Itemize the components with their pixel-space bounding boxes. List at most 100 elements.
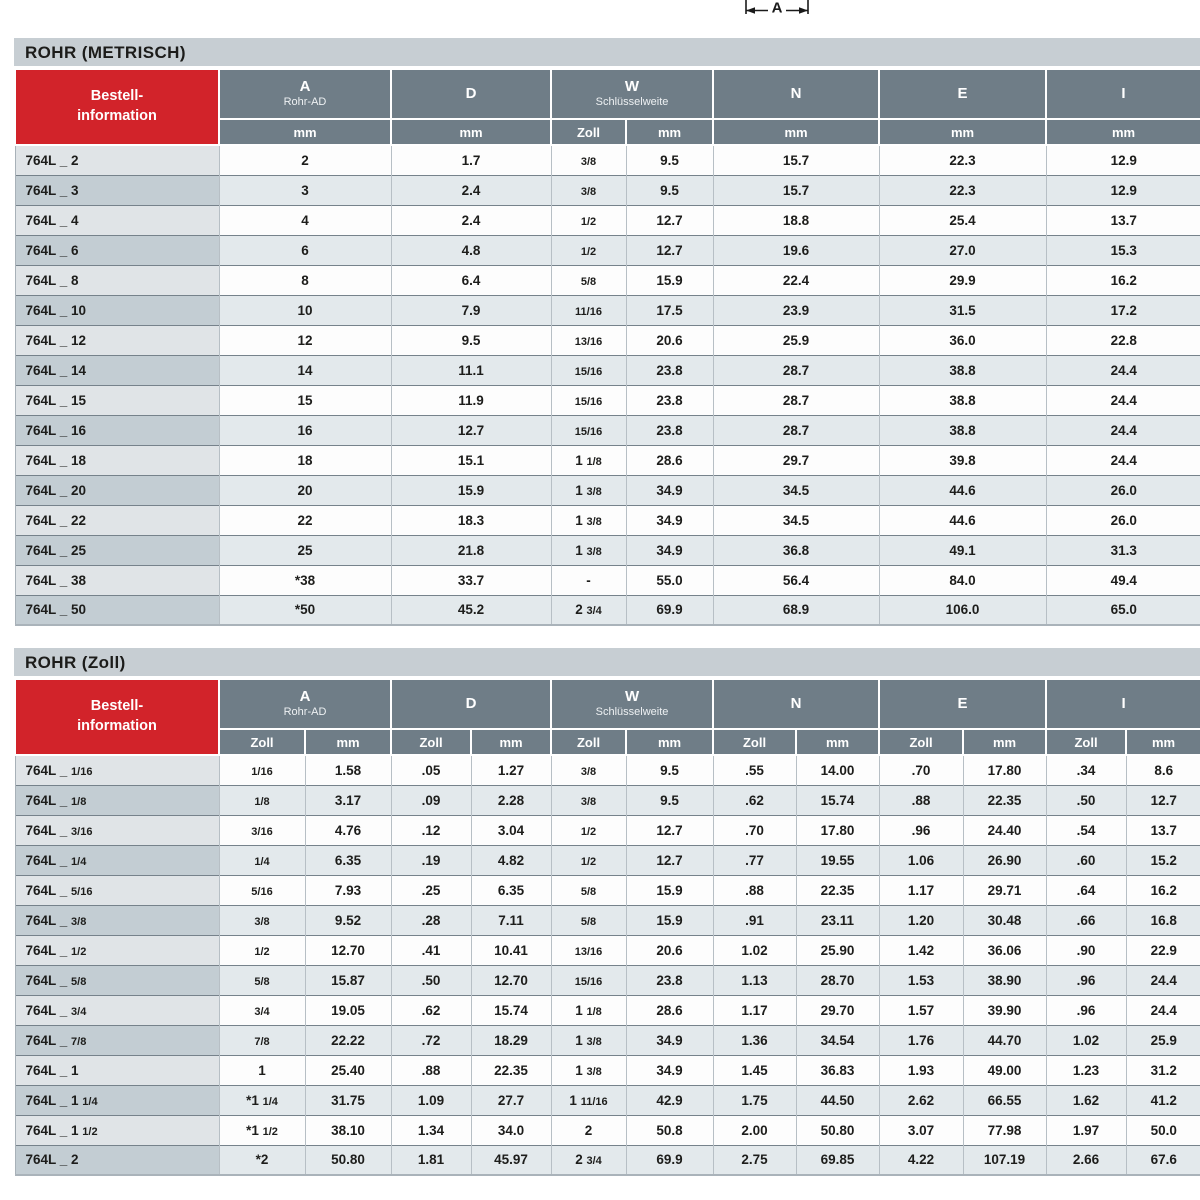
- unit-header-mm: mm: [624, 118, 715, 146]
- data-cell: 22.9: [1125, 934, 1200, 965]
- data-cell: .25: [390, 874, 472, 905]
- data-cell: 23.8: [625, 414, 714, 445]
- data-cell: 1.23: [1045, 1054, 1127, 1085]
- data-cell: 8.6: [1125, 754, 1200, 785]
- data-cell: 1.36: [712, 1024, 797, 1055]
- data-cell: *50: [218, 594, 391, 626]
- data-cell: 31.3: [1045, 534, 1200, 565]
- data-cell: 28.70: [795, 964, 880, 995]
- data-cell: 45.97: [470, 1144, 552, 1176]
- row-label: 764L _ 3/16: [14, 814, 219, 845]
- data-cell: .70: [712, 814, 797, 845]
- data-cell: .50: [390, 964, 472, 995]
- data-cell: .19: [390, 844, 472, 875]
- row-label: 764L _ 2: [14, 144, 219, 175]
- table-row: 764L _ 6 6 4.8 1/2 12.7 19.6 27.0 15.3: [14, 234, 1200, 265]
- data-cell: 24.4: [1045, 384, 1200, 415]
- data-cell: 34.0: [470, 1114, 552, 1145]
- data-cell: 3: [218, 174, 391, 205]
- data-cell: 34.5: [712, 474, 880, 505]
- dimension-arrow-icon: A: [745, 0, 809, 16]
- table-row: 764L _ 18 18 15.1 1 1/8 28.6 29.7 39.8 24.4: [14, 444, 1200, 475]
- data-cell: 6.35: [470, 874, 552, 905]
- data-cell: 50.80: [795, 1114, 880, 1145]
- unit-header-mm: mm: [218, 118, 392, 146]
- row-label: 764L _ 4: [14, 204, 219, 235]
- data-cell: 1.81: [390, 1144, 472, 1176]
- unit-header-mm: mm: [390, 118, 552, 146]
- data-cell: 1.17: [878, 874, 964, 905]
- data-cell: 56.4: [712, 564, 880, 595]
- unit-header-mm: mm: [878, 118, 1048, 146]
- row-label: 764L _ 18: [14, 444, 219, 475]
- row-label: 764L _ 20: [14, 474, 219, 505]
- data-cell: 1.53: [878, 964, 964, 995]
- data-cell: 3/4: [218, 994, 305, 1025]
- data-cell: 44.50: [795, 1084, 880, 1115]
- data-cell: 36.06: [962, 934, 1047, 965]
- row-label: 764L _ 8: [14, 264, 219, 295]
- data-cell: 5/8: [550, 904, 627, 935]
- data-cell: 2.00: [712, 1114, 797, 1145]
- table-row: 764L _ 3/16 3/16 4.76.12 3.04 1/2 12.7.70 17.8…: [14, 814, 1200, 845]
- row-label: 764L _ 1 1/2: [14, 1114, 219, 1145]
- table-row: 764L _ 1 1/2 *1 1/2 38.10 1.34 34.0 2 50.8 2.00…: [14, 1114, 1200, 1145]
- data-cell: 15/16: [550, 354, 626, 385]
- data-cell: 1.34: [390, 1114, 472, 1145]
- table-row: 764L _ 3/8 3/8 9.52.28 7.11 5/8 15.9.91 23.11 1…: [14, 904, 1200, 935]
- data-cell: 23.8: [625, 354, 714, 385]
- column-header-E: E: [878, 68, 1048, 120]
- data-cell: *1 1/4: [218, 1084, 305, 1115]
- data-cell: 1.06: [878, 844, 964, 875]
- data-cell: 14: [218, 354, 391, 385]
- data-cell: 1.76: [878, 1024, 964, 1055]
- data-cell: 15.9: [625, 874, 714, 905]
- data-cell: 9.5: [625, 754, 714, 785]
- data-cell: 18.29: [470, 1024, 552, 1055]
- row-label: 764L _ 22: [14, 504, 219, 535]
- data-cell: 45.2: [390, 594, 551, 626]
- data-cell: 39.90: [962, 994, 1047, 1025]
- table-row: 764L _ 1 1 25.40.88 22.35 1 3/8 34.9 1.45 36.83…: [14, 1054, 1200, 1085]
- unit-header-mm: mm: [303, 728, 393, 756]
- data-cell: .70: [878, 754, 964, 785]
- column-header-D: D: [390, 678, 553, 730]
- data-cell: 22.35: [795, 874, 880, 905]
- data-cell: 6.35: [304, 844, 392, 875]
- data-cell: 1 3/8: [550, 1024, 627, 1055]
- unit-header-mm: mm: [795, 728, 881, 756]
- data-cell: 15/16: [550, 964, 627, 995]
- row-label: 764L _ 38: [14, 564, 219, 595]
- row-label: 764L _ 1: [14, 1054, 219, 1085]
- table-row: 764L _ 8 8 6.4 5/8 15.9 22.4 29.9 16.2: [14, 264, 1200, 295]
- data-cell: 30.48: [962, 904, 1047, 935]
- data-cell: 49.00: [962, 1054, 1047, 1085]
- data-cell: 2 3/4: [550, 1144, 627, 1176]
- data-cell: 24.4: [1125, 994, 1200, 1025]
- data-cell: 13.7: [1045, 204, 1200, 235]
- data-cell: 2.62: [878, 1084, 964, 1115]
- data-cell: 4.22: [878, 1144, 964, 1176]
- data-cell: 24.40: [962, 814, 1047, 845]
- data-cell: 36.8: [712, 534, 880, 565]
- data-cell: 106.0: [878, 594, 1047, 626]
- data-cell: .72: [390, 1024, 472, 1055]
- unit-header-zoll: Zoll: [550, 728, 628, 756]
- data-cell: 17.80: [795, 814, 880, 845]
- data-cell: 12: [218, 324, 391, 355]
- data-cell: 49.1: [878, 534, 1047, 565]
- data-cell: 38.90: [962, 964, 1047, 995]
- row-label: 764L _ 50: [14, 594, 219, 626]
- data-cell: .41: [390, 934, 472, 965]
- table-row: 764L _ 12 12 9.5 13/16 20.6 25.9 36.0 22.8: [14, 324, 1200, 355]
- data-cell: 9.5: [390, 324, 551, 355]
- data-cell: 18: [218, 444, 391, 475]
- data-cell: 3/8: [550, 174, 626, 205]
- row-label: 764L _ 1/4: [14, 844, 219, 875]
- data-cell: 29.70: [795, 994, 880, 1025]
- data-cell: .05: [390, 754, 472, 785]
- data-cell: 44.70: [962, 1024, 1047, 1055]
- unit-header-mm: mm: [712, 118, 881, 146]
- data-cell: 1.27: [470, 754, 552, 785]
- data-cell: 29.9: [878, 264, 1047, 295]
